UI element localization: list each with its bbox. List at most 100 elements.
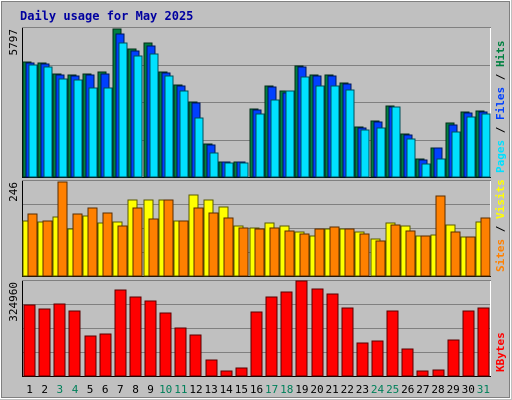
x-tick-label-day-9: 9 bbox=[147, 383, 154, 396]
hits-legend-separator: / bbox=[494, 67, 507, 87]
x-tick-label-day-19: 19 bbox=[295, 383, 308, 396]
visits-bar-sites-day-27 bbox=[420, 235, 431, 277]
kbytes-bar-kbytes-day-20 bbox=[311, 288, 324, 377]
hits-bar-pages-day-8 bbox=[133, 55, 143, 178]
visits-bar-sites-day-22 bbox=[344, 228, 355, 277]
x-tick-label-day-18: 18 bbox=[280, 383, 293, 396]
hits-bar-pages-day-11 bbox=[179, 90, 189, 178]
visits-bar-sites-day-19 bbox=[299, 233, 310, 277]
kbytes-bar-kbytes-day-25 bbox=[386, 310, 399, 377]
hits-bar-pages-day-29 bbox=[451, 131, 461, 178]
hits-bar-pages-day-21 bbox=[330, 85, 340, 178]
hits-bar-pages-day-27 bbox=[421, 163, 431, 178]
x-tick-label-day-3: 3 bbox=[56, 383, 63, 396]
hits-bar-pages-day-30 bbox=[466, 116, 476, 178]
visits-bar-sites-day-3 bbox=[57, 181, 68, 277]
visits-bar-sites-day-21 bbox=[329, 226, 340, 277]
x-tick-label-day-11: 11 bbox=[174, 383, 187, 396]
hits-bar-pages-day-17 bbox=[270, 99, 280, 178]
kbytes-legend-kbytes: KBytes bbox=[494, 332, 507, 372]
visits-bar-sites-day-12 bbox=[193, 207, 204, 277]
visits-bar-sites-day-31 bbox=[480, 217, 491, 277]
x-tick-label-day-22: 22 bbox=[341, 383, 354, 396]
hits-bar-pages-day-24 bbox=[376, 127, 386, 178]
kbytes-bar-kbytes-day-2 bbox=[38, 308, 51, 377]
hits-legend-files: Files bbox=[494, 87, 507, 120]
x-tick-label-day-23: 23 bbox=[356, 383, 369, 396]
x-tick-label-day-28: 28 bbox=[431, 383, 444, 396]
panel-visits: 246 Sites / Visits bbox=[7, 179, 507, 277]
kbytes-bar-kbytes-day-28 bbox=[432, 369, 445, 377]
hits-ymax-label: 5797 bbox=[7, 29, 20, 56]
x-tick-label-day-12: 12 bbox=[189, 383, 202, 396]
x-tick-label-day-21: 21 bbox=[325, 383, 338, 396]
visits-legend-separator: / bbox=[494, 219, 507, 239]
visits-bar-sites-day-10 bbox=[163, 199, 174, 277]
kbytes-bar-kbytes-day-5 bbox=[84, 335, 97, 377]
visits-bar-sites-day-30 bbox=[465, 236, 476, 277]
kbytes-bar-kbytes-day-18 bbox=[280, 291, 293, 377]
kbytes-bar-kbytes-day-10 bbox=[159, 312, 172, 377]
x-tick-label-day-31: 31 bbox=[477, 383, 490, 396]
kbytes-bar-kbytes-day-15 bbox=[235, 367, 248, 377]
visits-bar-sites-day-28 bbox=[435, 195, 446, 277]
hits-legend-separator: / bbox=[494, 120, 507, 140]
hits-legend-hits: Hits bbox=[494, 41, 507, 68]
hits-bar-pages-day-10 bbox=[164, 75, 174, 178]
x-tick-label-day-2: 2 bbox=[41, 383, 48, 396]
kbytes-bar-kbytes-day-13 bbox=[205, 359, 218, 377]
x-tick-label-day-27: 27 bbox=[416, 383, 429, 396]
visits-legend-sites: Sites bbox=[494, 239, 507, 272]
kbytes-bar-kbytes-day-16 bbox=[250, 311, 263, 377]
x-tick-label-day-16: 16 bbox=[250, 383, 263, 396]
x-tick-label-day-15: 15 bbox=[235, 383, 248, 396]
x-tick-label-day-7: 7 bbox=[117, 383, 124, 396]
kbytes-bar-kbytes-day-31 bbox=[477, 307, 490, 377]
visits-bar-sites-day-15 bbox=[238, 227, 249, 277]
x-axis-labels: 1 2 3 4 5 6 7 8 9 10 11 12 13 14 15 16 17 18 19 20 21 22 23 24 2… bbox=[26, 383, 490, 396]
x-tick-label-day-24: 24 bbox=[371, 383, 385, 396]
x-tick-label-day-20: 20 bbox=[310, 383, 323, 396]
kbytes-bar-kbytes-day-27 bbox=[416, 370, 429, 377]
kbytes-bar-kbytes-day-11 bbox=[174, 327, 187, 377]
kbytes-ymax-label: 324960 bbox=[7, 282, 20, 322]
visits-bar-sites-day-24 bbox=[375, 240, 386, 277]
kbytes-bar-kbytes-day-24 bbox=[371, 340, 384, 377]
kbytes-legend: KBytes bbox=[494, 332, 507, 372]
x-tick-label-day-10: 10 bbox=[159, 383, 172, 396]
kbytes-bar-kbytes-day-1 bbox=[23, 304, 36, 377]
visits-bar-sites-day-9 bbox=[148, 218, 159, 277]
kbytes-bar-kbytes-day-17 bbox=[265, 296, 278, 377]
kbytes-bar-kbytes-day-8 bbox=[129, 296, 142, 377]
hits-bar-pages-day-1 bbox=[28, 64, 38, 178]
hits-bar-pages-day-3 bbox=[58, 78, 68, 178]
x-tick-label-day-17: 17 bbox=[265, 383, 278, 396]
hits-bar-pages-day-23 bbox=[360, 129, 370, 178]
visits-bar-sites-day-13 bbox=[208, 212, 219, 277]
hits-bar-pages-day-22 bbox=[345, 89, 355, 178]
visits-bar-sites-day-18 bbox=[284, 230, 295, 277]
x-tick-label-day-8: 8 bbox=[132, 383, 139, 396]
hits-bar-pages-day-14 bbox=[224, 162, 234, 178]
kbytes-bar-kbytes-day-3 bbox=[53, 303, 66, 377]
kbytes-bar-kbytes-day-22 bbox=[341, 307, 354, 377]
visits-bar-sites-day-4 bbox=[72, 213, 83, 277]
hits-bar-pages-day-26 bbox=[406, 138, 416, 178]
hits-bar-pages-day-4 bbox=[73, 79, 83, 178]
visits-bar-sites-day-6 bbox=[102, 212, 113, 277]
visits-legend: Sites / Visits bbox=[494, 179, 507, 272]
hits-bar-pages-day-20 bbox=[315, 85, 325, 178]
visits-bar-sites-day-23 bbox=[359, 233, 370, 277]
x-tick-label-day-1: 1 bbox=[26, 383, 33, 396]
hits-bar-pages-day-31 bbox=[481, 113, 491, 178]
panel-hits: 5797 Pages / Files / Hits bbox=[7, 27, 507, 178]
hits-bar-pages-day-9 bbox=[149, 53, 159, 178]
hits-bar-pages-day-13 bbox=[209, 152, 219, 178]
visits-bar-sites-day-11 bbox=[178, 220, 189, 277]
hits-bar-pages-day-28 bbox=[436, 158, 446, 178]
visits-bar-sites-day-25 bbox=[390, 224, 401, 277]
visits-bar-sites-day-20 bbox=[314, 228, 325, 277]
